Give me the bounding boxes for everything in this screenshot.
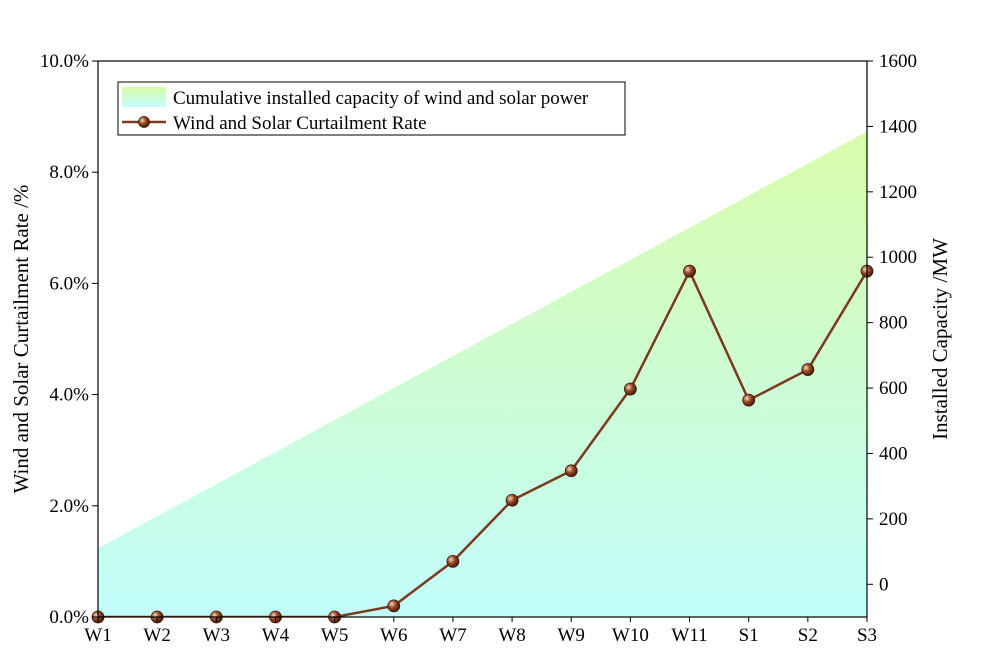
curtailment-point <box>564 464 578 478</box>
left-axis-title: Wind and Solar Curtailment Rate /% <box>9 185 33 494</box>
curtailment-point <box>742 393 756 407</box>
legend-box <box>117 81 626 136</box>
right-tick-label: 0 <box>879 574 889 595</box>
curtailment-point <box>387 599 401 613</box>
left-tick-label: 2.0% <box>49 496 89 517</box>
legend-marker-swatch <box>138 116 150 128</box>
curtailment-point <box>623 382 637 396</box>
left-tick-label: 10.0% <box>40 51 89 72</box>
legend-area-label: Cumulative installed capacity of wind an… <box>173 88 589 109</box>
right-axis-title: Installed Capacity /MW <box>928 238 952 440</box>
left-tick-label: 6.0% <box>49 273 89 294</box>
left-tick-label: 4.0% <box>49 385 89 406</box>
right-tick-label: 1600 <box>879 51 917 72</box>
x-tick-label: W3 <box>203 625 230 646</box>
plot-frame <box>97 60 868 618</box>
legend: Cumulative installed capacity of wind an… <box>117 81 626 136</box>
left-tick-label: 8.0% <box>49 162 89 183</box>
right-tick-label: 800 <box>879 313 908 334</box>
curtailment-point <box>801 363 815 376</box>
curtailment-point <box>683 264 696 278</box>
right-tick-label: 600 <box>879 378 908 399</box>
right-tick-label: 200 <box>879 509 908 530</box>
capacity-area <box>98 131 867 617</box>
legend-area-swatch <box>122 87 166 107</box>
x-tick-label: W5 <box>321 625 348 646</box>
x-tick-label: W10 <box>612 625 649 646</box>
x-tick-label: W11 <box>671 625 707 646</box>
curtailment-line <box>98 269 867 617</box>
x-tick-label: W7 <box>439 625 466 646</box>
right-tick-label: 1000 <box>879 247 917 268</box>
curtailment-point <box>446 555 460 568</box>
right-tick-label: 400 <box>879 443 908 464</box>
x-tick-label: W4 <box>262 625 290 646</box>
x-tick-label: S3 <box>857 625 877 646</box>
x-tick-label: W2 <box>143 625 170 646</box>
right-tick-label: 1200 <box>879 182 917 203</box>
x-tick-label: S1 <box>739 625 759 646</box>
x-tick-label: W6 <box>380 625 407 646</box>
left-tick-label: 0.0% <box>49 607 89 628</box>
x-tick-label: W9 <box>558 625 585 646</box>
legend-line-label: Wind and Solar Curtailment Rate <box>173 113 427 134</box>
x-tick-label: W8 <box>498 625 525 646</box>
x-tick-label: W1 <box>84 625 111 646</box>
curtailment-point <box>505 493 519 507</box>
x-tick-label: S2 <box>798 625 818 646</box>
right-tick-label: 1400 <box>879 116 917 137</box>
